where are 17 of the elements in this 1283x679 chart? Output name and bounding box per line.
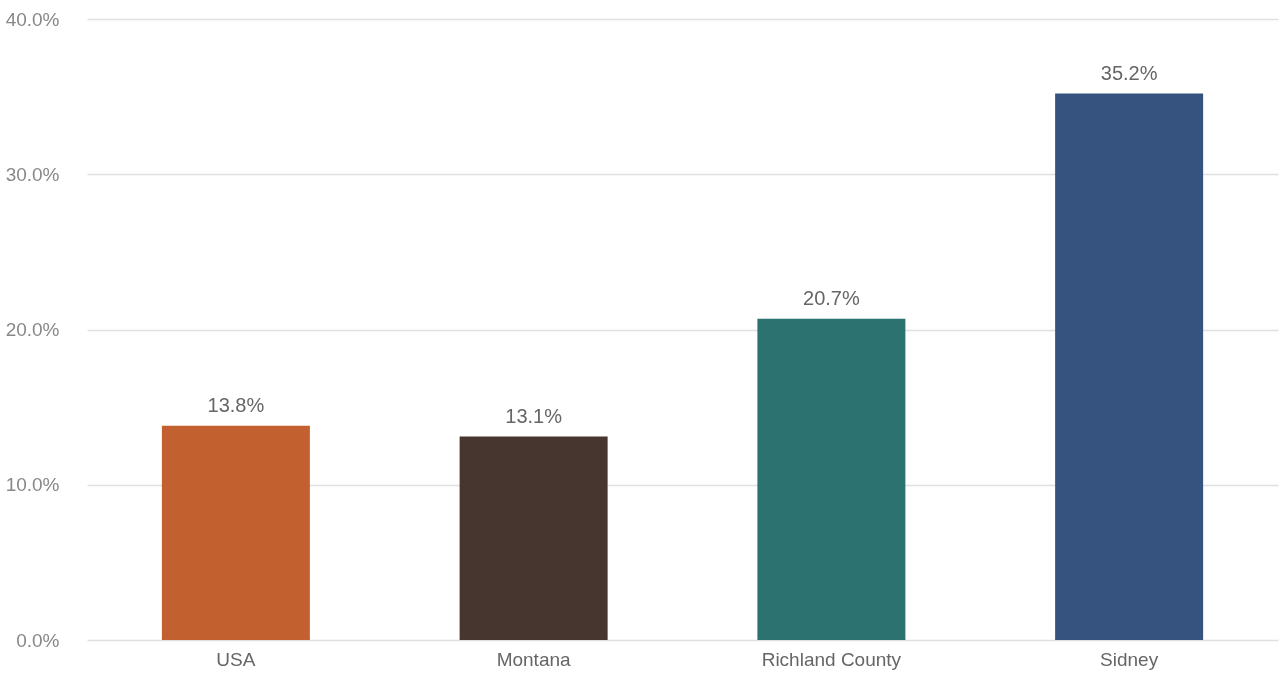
x-tick-label: Sidney bbox=[1100, 648, 1159, 670]
data-label: 13.1% bbox=[505, 404, 563, 427]
y-tick-label: 0.0% bbox=[16, 629, 60, 651]
x-tick-label: Montana bbox=[496, 648, 572, 670]
y-tick-label: 40.0% bbox=[5, 8, 60, 30]
data-label: 35.2% bbox=[1100, 61, 1158, 84]
data-label: 13.8% bbox=[207, 393, 265, 416]
y-tick-label: 30.0% bbox=[5, 163, 60, 185]
bar bbox=[1055, 93, 1204, 640]
data-label: 20.7% bbox=[803, 286, 860, 309]
x-tick-label: USA bbox=[216, 648, 256, 670]
y-tick-label: 20.0% bbox=[5, 319, 60, 340]
y-tick-label: 10.0% bbox=[5, 474, 60, 496]
bar bbox=[757, 318, 906, 640]
x-tick-label: Richland County bbox=[761, 648, 902, 670]
bar bbox=[161, 425, 310, 640]
bar bbox=[459, 436, 608, 640]
